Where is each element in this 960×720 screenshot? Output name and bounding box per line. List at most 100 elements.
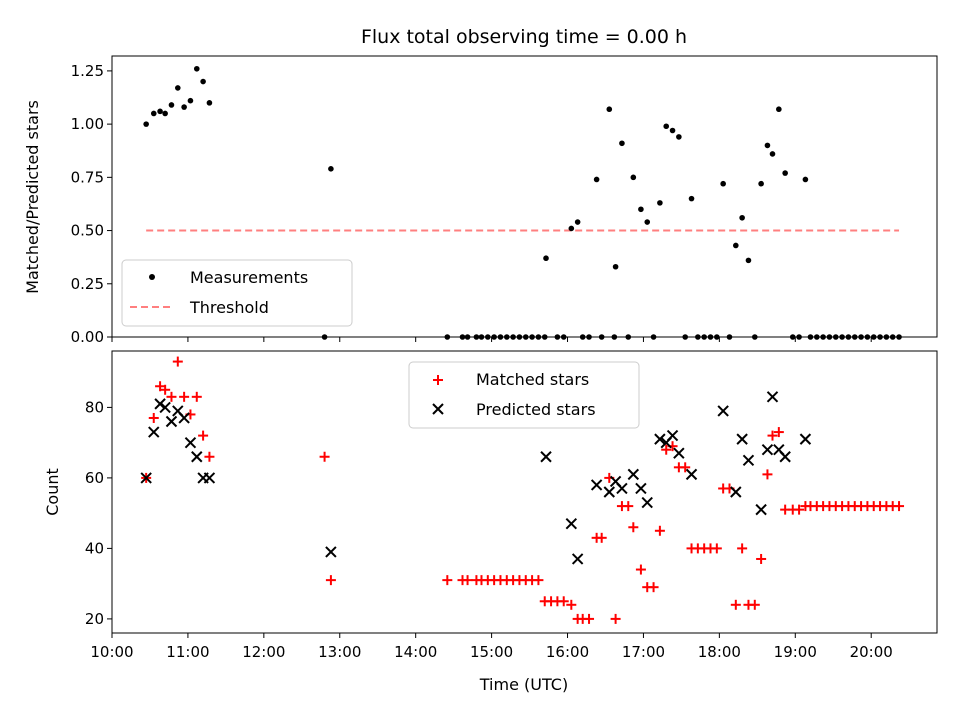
- matched-star-point: [730, 599, 741, 610]
- measurement-point: [150, 110, 157, 117]
- top-y-tick-label: 1.25: [71, 62, 104, 80]
- measurement-point: [187, 97, 194, 104]
- legend-measurements-label: Measurements: [190, 268, 308, 287]
- top-y-axis: 0.00 0.25 0.50 0.75 1.00 1.25: [71, 62, 112, 346]
- legend-matched-marker: [433, 375, 443, 385]
- bottom-plot-area: [140, 356, 905, 624]
- measurement-point: [802, 176, 809, 183]
- measurement-point: [328, 166, 334, 172]
- measurement-point: [782, 170, 788, 176]
- legend-measurements-marker: [149, 274, 155, 280]
- matched-star-point: [442, 575, 453, 586]
- matched-star-point: [680, 462, 691, 473]
- bottom-legend-box: [408, 361, 640, 429]
- matched-star-point: [558, 596, 569, 607]
- predicted-star-point: [571, 553, 584, 565]
- matched-star-point: [179, 391, 190, 402]
- top-y-tick-label: 0.00: [71, 328, 104, 346]
- predicted-star-point: [635, 482, 647, 495]
- matched-star-point: [462, 575, 473, 586]
- top-axes-frame: [111, 55, 938, 338]
- top-legend-box: [121, 259, 353, 327]
- measurement-point: [174, 85, 181, 91]
- matched-star-point: [623, 501, 634, 512]
- bottom-y-tick-label: 60: [85, 469, 104, 487]
- predicted-star-point: [641, 496, 653, 509]
- measurement-point: [168, 102, 175, 108]
- top-x-axis: [111, 337, 872, 342]
- predicted-star-point: [742, 454, 755, 466]
- matched-star-point: [756, 553, 767, 564]
- matched-star-point: [596, 532, 607, 543]
- measurement-point: [181, 104, 187, 110]
- predicted-star-point: [203, 472, 216, 484]
- bottom-x-axis: 10:00 11:00 12:00 13:00 14:00 15:00 16:00 17:00…: [90, 633, 893, 661]
- matched-star-point: [160, 384, 171, 395]
- x-tick-label: 14:00: [394, 643, 437, 661]
- predicted-star-point: [540, 451, 552, 463]
- matched-star-point: [172, 356, 183, 367]
- predicted-star-point: [159, 401, 171, 414]
- top-legend: Measurements Threshold: [121, 259, 353, 327]
- matched-star-point: [166, 391, 177, 402]
- predicted-star-point: [799, 433, 812, 445]
- x-tick-label: 12:00: [242, 643, 285, 661]
- bottom-legend: Matched stars Predicted stars: [408, 361, 640, 429]
- predicted-star-point: [666, 429, 679, 442]
- predicted-star-point: [673, 447, 685, 459]
- predicted-star-point: [603, 486, 615, 498]
- matched-star-point: [635, 564, 646, 575]
- top-y-tick-label: 0.75: [71, 168, 104, 186]
- measurement-point: [676, 134, 682, 140]
- measurement-point: [200, 78, 206, 85]
- measurement-point: [206, 100, 213, 106]
- predicted-star-point: [325, 546, 337, 558]
- top-y-axis-label: Matched/Predicted stars: [23, 100, 42, 294]
- matched-star-point: [767, 430, 778, 441]
- measurement-point: [630, 174, 637, 181]
- bottom-y-tick-label: 20: [85, 610, 104, 628]
- predicted-star-point: [779, 451, 791, 463]
- measurement-point: [733, 242, 739, 249]
- matched-star-point: [711, 543, 722, 554]
- x-tick-label: 18:00: [698, 643, 741, 661]
- x-tick-label: 20:00: [850, 643, 893, 661]
- top-plot-area: [143, 65, 902, 340]
- bottom-y-tick-label: 40: [85, 539, 104, 557]
- matched-star-point: [610, 613, 621, 624]
- measurement-point: [619, 140, 625, 147]
- top-y-tick-label: 0.25: [71, 275, 104, 293]
- legend-predicted-label: Predicted stars: [476, 400, 596, 419]
- predicted-star-point: [766, 391, 779, 403]
- matched-star-point: [661, 444, 672, 455]
- top-y-tick-label: 0.50: [71, 222, 104, 240]
- predicted-star-point: [730, 486, 742, 498]
- measurement-point: [663, 123, 670, 130]
- measurement-point: [638, 206, 644, 213]
- matched-star-point: [325, 575, 336, 586]
- matched-star-point: [533, 575, 544, 586]
- measurement-point: [644, 219, 651, 225]
- predicted-star-point: [755, 503, 767, 516]
- predicted-star-point: [154, 398, 166, 410]
- measurement-point: [657, 200, 663, 206]
- chart-title: Flux total observing time = 0.00 h: [361, 26, 687, 48]
- predicted-star-point: [148, 426, 160, 438]
- matched-star-point: [737, 543, 748, 554]
- matched-star-point: [762, 469, 773, 480]
- predicted-star-point: [717, 405, 729, 417]
- x-tick-label: 17:00: [622, 643, 665, 661]
- bottom-axes-frame: [111, 350, 938, 634]
- matched-star-point: [749, 599, 760, 610]
- measurement-point: [739, 214, 745, 221]
- matched-star-point: [648, 582, 659, 593]
- top-y-tick-label: 1.00: [71, 115, 104, 133]
- predicted-star-point: [761, 443, 774, 456]
- predicted-star-point: [685, 468, 698, 481]
- matched-star-point: [894, 501, 905, 512]
- predicted-star-point: [178, 412, 190, 424]
- matched-star-point: [566, 599, 577, 610]
